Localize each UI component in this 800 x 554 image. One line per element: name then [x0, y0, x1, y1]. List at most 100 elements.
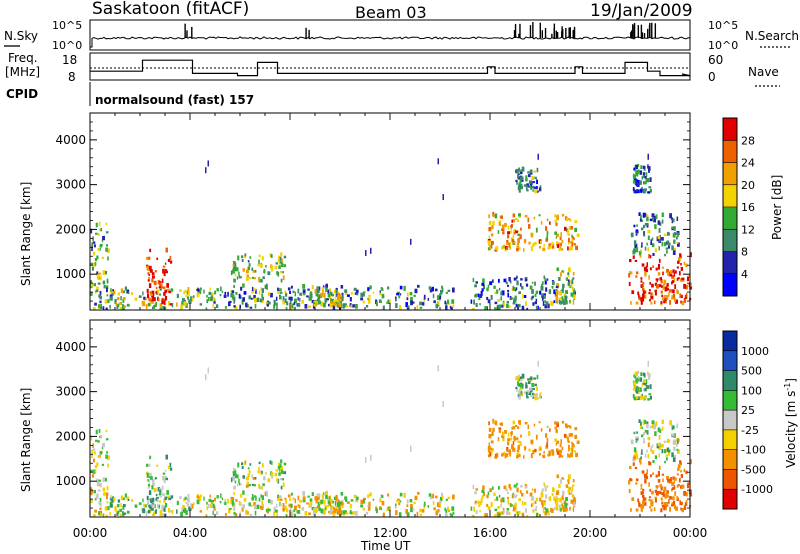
velocity-cell	[407, 512, 410, 515]
power-cell	[518, 176, 521, 180]
power-cell	[567, 267, 571, 273]
velocity-cell	[543, 500, 546, 503]
power-cell	[342, 303, 346, 308]
power-cell	[514, 295, 517, 301]
power-cell	[673, 278, 676, 283]
velocity-cell	[122, 497, 125, 501]
cpid-label: CPID	[6, 87, 38, 101]
velocity-cell	[488, 421, 490, 426]
velocity-cell	[681, 486, 685, 489]
power-cell	[654, 224, 657, 229]
velocity-cell	[265, 472, 267, 475]
power-cell	[251, 290, 255, 294]
velocity-cell	[382, 512, 385, 517]
velocity-cell	[325, 494, 328, 500]
velocity-cell	[387, 506, 390, 511]
velocity-cell	[370, 454, 372, 461]
power-cell	[633, 224, 636, 228]
power-cell	[667, 273, 670, 276]
velocity-cell	[180, 511, 183, 517]
velocity-cell	[657, 442, 661, 447]
velocity-cell	[197, 495, 200, 499]
power-cell	[551, 242, 554, 246]
velocity-cell	[683, 468, 686, 473]
power-cell	[258, 290, 261, 295]
power-cell	[672, 293, 676, 299]
power-cell	[640, 249, 642, 253]
freq-label-line2: [MHz]	[5, 65, 40, 79]
power-cell	[238, 293, 241, 299]
velocity-cell	[491, 432, 494, 437]
velocity-cell	[176, 509, 178, 514]
power-cell	[302, 291, 306, 296]
velocity-cell	[635, 386, 639, 390]
power-cell	[660, 302, 663, 306]
velocity-cell	[664, 460, 666, 464]
power-cell	[648, 168, 650, 173]
velocity-cell	[645, 379, 648, 384]
power-cell	[92, 236, 94, 241]
frequency-trace	[90, 59, 691, 77]
velocity-cell	[127, 498, 130, 501]
power-cell	[530, 184, 532, 190]
power-cell	[635, 180, 637, 185]
velocity-cell	[551, 450, 555, 456]
power-cell	[498, 278, 500, 283]
power-cell	[666, 268, 669, 273]
noise-trace	[90, 22, 691, 48]
power-cell	[538, 245, 542, 249]
power-y-label: Slant Range [km]	[19, 182, 33, 286]
power-cell	[658, 228, 661, 233]
power-cell	[399, 285, 403, 290]
velocity-cell	[148, 490, 152, 495]
power-cell	[93, 262, 96, 267]
velocity-cell	[513, 494, 516, 498]
power-cell	[205, 307, 208, 310]
velocity-colorbar-label: Velocity [m s-1]	[783, 378, 798, 468]
velocity-cell	[162, 493, 166, 496]
velocity-cell	[157, 503, 159, 508]
velocity-cell	[661, 448, 664, 454]
power-cell	[162, 268, 165, 274]
power-cell	[342, 295, 344, 299]
power-cell	[525, 178, 528, 182]
velocity-cell	[540, 428, 543, 432]
power-cell	[380, 288, 384, 291]
power-cell	[307, 288, 310, 291]
power-cell	[659, 222, 662, 226]
y-tick-label: 3000	[55, 385, 86, 399]
velocity-cell	[95, 429, 98, 435]
power-cell	[573, 295, 576, 300]
velocity-cell	[661, 473, 665, 476]
velocity-cell	[490, 450, 493, 456]
velocity-cell	[641, 470, 645, 474]
velocity-cell	[161, 485, 164, 491]
power-cell	[567, 246, 569, 251]
velocity-cell	[162, 475, 165, 481]
power-cell	[277, 291, 280, 294]
power-cell	[494, 249, 498, 252]
power-cell	[638, 212, 641, 216]
velocity-cell	[546, 485, 549, 488]
power-cell	[147, 302, 151, 307]
power-cell	[555, 222, 558, 226]
velocity-cell	[444, 507, 447, 512]
power-cell	[664, 298, 667, 304]
power-cell	[516, 242, 520, 245]
velocity-cell	[102, 477, 106, 483]
velocity-cell	[105, 438, 109, 441]
velocity-cell	[559, 443, 562, 448]
power-cell	[261, 256, 264, 261]
power-cell	[251, 267, 254, 271]
power-cell	[163, 300, 166, 305]
power-cell	[187, 287, 190, 292]
velocity-cell	[561, 507, 564, 511]
power-cell	[643, 224, 646, 229]
power-cell	[556, 241, 559, 246]
power-cell	[657, 235, 661, 240]
velocity-cell	[667, 452, 670, 456]
velocity-cell	[530, 453, 533, 459]
power-cell	[94, 244, 96, 248]
power-cell	[179, 289, 182, 292]
